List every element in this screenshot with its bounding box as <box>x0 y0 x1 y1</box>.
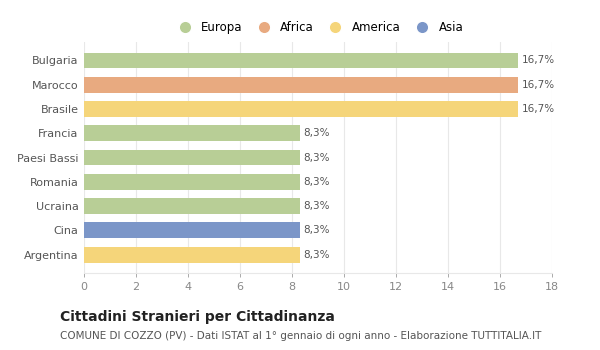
Text: 8,3%: 8,3% <box>304 153 330 162</box>
Text: COMUNE DI COZZO (PV) - Dati ISTAT al 1° gennaio di ogni anno - Elaborazione TUTT: COMUNE DI COZZO (PV) - Dati ISTAT al 1° … <box>60 331 541 341</box>
Bar <box>84 149 300 166</box>
Bar <box>84 52 518 68</box>
Text: Cittadini Stranieri per Cittadinanza: Cittadini Stranieri per Cittadinanza <box>60 310 335 324</box>
Bar <box>84 198 300 214</box>
Bar <box>84 247 300 262</box>
Bar <box>84 174 300 190</box>
Text: 16,7%: 16,7% <box>522 55 555 65</box>
Bar <box>84 101 518 117</box>
Legend: Europa, Africa, America, Asia: Europa, Africa, America, Asia <box>169 18 467 38</box>
Text: 8,3%: 8,3% <box>304 201 330 211</box>
Text: 8,3%: 8,3% <box>304 128 330 138</box>
Bar <box>84 125 300 141</box>
Text: 16,7%: 16,7% <box>522 80 555 90</box>
Bar <box>84 77 518 92</box>
Bar <box>84 223 300 238</box>
Text: 8,3%: 8,3% <box>304 225 330 235</box>
Text: 16,7%: 16,7% <box>522 104 555 114</box>
Text: 8,3%: 8,3% <box>304 250 330 260</box>
Text: 8,3%: 8,3% <box>304 177 330 187</box>
